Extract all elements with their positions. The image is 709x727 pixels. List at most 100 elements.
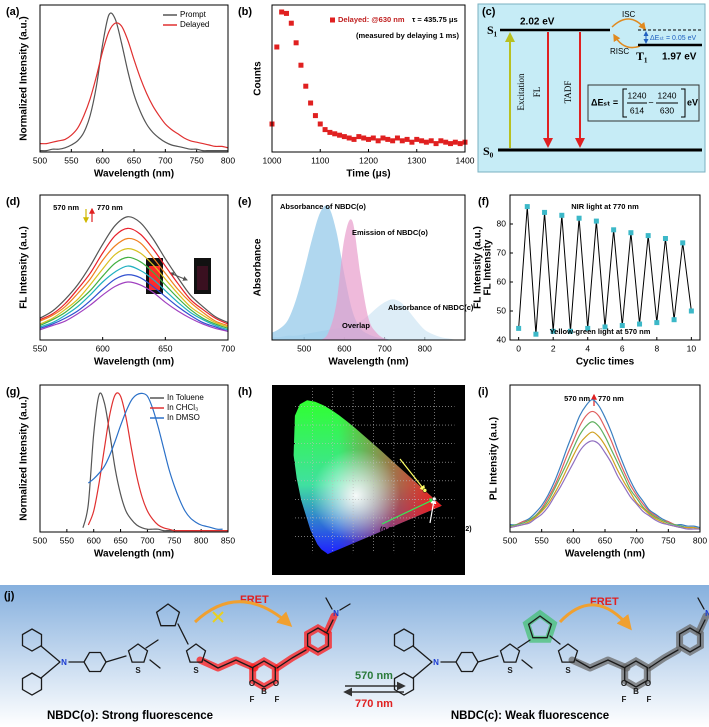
panel-label: (h) [238, 386, 252, 398]
y-tick-label: 50 [497, 305, 507, 315]
marker [283, 10, 289, 16]
chromaticity-gamut [293, 400, 442, 555]
line [509, 410, 701, 530]
blocked-mark [212, 611, 224, 623]
line [39, 274, 229, 332]
atom-label: N [705, 609, 709, 618]
chart-panel: (e) 500 600 700 800 Absorbance of NBDC(o) Emis… [238, 194, 474, 368]
marker [394, 135, 400, 141]
legend-label: Delayed: @630 nm [338, 15, 405, 24]
series-group [272, 205, 457, 341]
marker [662, 236, 668, 241]
atom-label: O [249, 679, 255, 688]
annotation: τ = 435.75 μs [412, 15, 458, 24]
marker [593, 218, 599, 224]
annotation: 570 nm [53, 203, 79, 212]
light-label: 570 nm [355, 670, 393, 682]
legend-label: In CHCl₃ [167, 403, 198, 412]
line [509, 431, 701, 530]
state-label: T₁ [636, 49, 648, 63]
y-axis-label: FL Intensity (a.u.) [473, 226, 484, 309]
x-tick-label: 10 [687, 343, 697, 353]
panel-label: (f) [478, 196, 489, 208]
x-tick-label: 600 [96, 343, 110, 353]
x-tick-label: 8 [654, 343, 659, 353]
ring [455, 651, 479, 673]
x-tick-label: 1200 [359, 155, 378, 165]
axes-frame [271, 4, 466, 153]
axes-frame [509, 194, 701, 341]
axes-frame [291, 387, 456, 556]
marker [274, 44, 280, 50]
x-tick-label: 550 [535, 535, 549, 545]
legend-label: In DMSO [167, 413, 200, 422]
marker [370, 135, 376, 141]
marker [671, 317, 677, 323]
x-tick-label: 550 [33, 343, 47, 353]
excitation-label: Excitation [516, 73, 526, 110]
series-group [39, 12, 229, 152]
x-tick-label: 1400 [456, 155, 475, 165]
marker [414, 136, 420, 142]
x-tick-label: 6 [620, 343, 625, 353]
x-tick-label: 700 [158, 155, 172, 165]
bond [575, 659, 626, 669]
fret-arrow [558, 603, 632, 631]
marker [443, 139, 449, 145]
x-tick-label: 0.8 [450, 561, 459, 568]
atom-label: F [275, 695, 280, 704]
line [87, 392, 223, 530]
scheme-background [0, 585, 709, 727]
axes-frame [509, 384, 701, 533]
bond [521, 659, 533, 669]
switch-arrow [169, 272, 188, 281]
bracket [622, 88, 686, 118]
marker [399, 138, 405, 144]
marker [628, 230, 634, 236]
bond [203, 659, 254, 669]
x-tick-label: 700 [221, 343, 235, 353]
marker [428, 138, 434, 144]
legend-label: In Toluene [167, 393, 204, 402]
marker [409, 139, 415, 145]
y-tick-label: 40 [497, 334, 507, 344]
marker [688, 308, 694, 314]
marker [293, 40, 299, 46]
equation-text: − [648, 97, 653, 107]
x-tick-label: 650 [158, 343, 172, 353]
x-tick-label: 0.4 [369, 561, 378, 568]
area [272, 205, 457, 341]
atom-label: B [261, 687, 267, 696]
x-tick-label: 500 [503, 535, 517, 545]
ring [21, 672, 43, 696]
isc-arrow [611, 18, 646, 31]
point-name: In toluene [398, 451, 431, 458]
marker [380, 135, 386, 141]
leader-line [381, 498, 436, 525]
y-tick-label: 0.1 [279, 533, 288, 540]
annotation: 770 nm [97, 203, 123, 212]
y-tick-label: 60 [497, 276, 507, 286]
x-tick-label: 0.0 [287, 561, 296, 568]
point-name: In CHCl₃ [380, 538, 409, 545]
isc-label: ISC [622, 10, 636, 19]
bond [339, 603, 351, 611]
marker [312, 113, 318, 119]
x-tick-label: 500 [297, 343, 311, 353]
atom-label: O [621, 679, 627, 688]
atom-label: F [647, 695, 652, 704]
marker [361, 135, 367, 141]
x-axis-label: Wavelength (nm) [94, 549, 174, 560]
x-tick-label: 0.1 [308, 561, 317, 568]
equation-box [587, 84, 700, 122]
equation-text: 630 [660, 105, 674, 115]
series-group [516, 204, 694, 337]
marker [337, 132, 343, 138]
x-tick-label: 750 [190, 155, 204, 165]
marker [637, 321, 643, 327]
ring [499, 643, 521, 663]
